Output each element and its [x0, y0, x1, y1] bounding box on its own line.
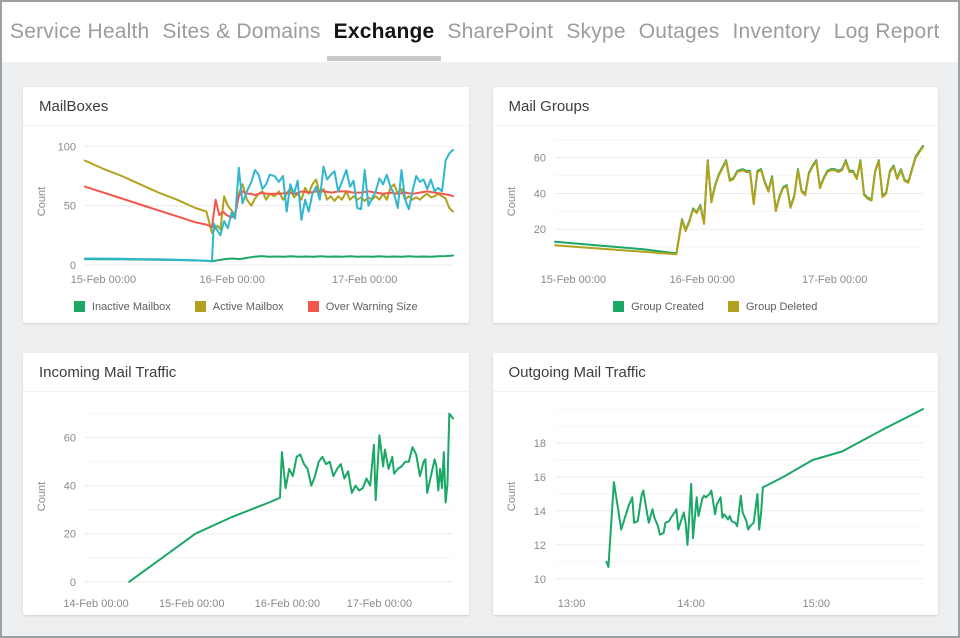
legend-item-inactive-mailbox[interactable]: Inactive Mailbox — [73, 300, 171, 313]
chart-svg: 0 50 100 15-Feb 00:00 16-Feb 00:00 17-Feb 00:… — [36, 141, 454, 286]
y-tick-label: 14 — [533, 506, 545, 518]
y-tick-label: 0 — [70, 260, 76, 272]
chart-card-outgoing-mail-traffic: Outgoing Mail Traffic 10 12 14 16 18 13:00 14:… — [492, 353, 939, 615]
tab-skype[interactable]: Skype — [566, 20, 626, 43]
chart-card-mailboxes: MailBoxes 0 50 100 15-Feb 00:00 16-Feb 00:00… — [23, 87, 469, 323]
legend-label: Group Deleted — [745, 300, 818, 313]
x-tick-label: 17-Feb 00:00 — [332, 274, 397, 286]
legend-item-group-deleted[interactable]: Group Deleted — [727, 300, 818, 313]
y-tick-label: 18 — [533, 438, 545, 450]
x-tick-label: 17-Feb 00:00 — [347, 598, 412, 610]
y-tick-label: 16 — [533, 472, 545, 484]
y-tick-label: 20 — [533, 224, 545, 236]
chart-title: Outgoing Mail Traffic — [492, 353, 938, 392]
y-axis-label: Count — [506, 187, 518, 216]
series-line-over-warning-size — [84, 185, 454, 228]
y-tick-label: 100 — [58, 141, 76, 153]
y-tick-label: 60 — [64, 433, 76, 445]
y-tick-label: 20 — [64, 529, 76, 541]
x-tick-label: 16-Feb 00:00 — [255, 598, 320, 610]
series-line-series — [84, 148, 454, 263]
legend-item-active-mailbox[interactable]: Active Mailbox — [194, 300, 284, 313]
tab-outages[interactable]: Outages — [638, 20, 720, 43]
legend-label: Over Warning Size — [325, 300, 418, 313]
legend: Group Created Group Deleted — [493, 296, 939, 323]
legend-item-over-warning-size[interactable]: Over Warning Size — [307, 300, 418, 313]
y-tick-label: 0 — [70, 577, 76, 589]
x-tick-label: 14:00 — [677, 598, 705, 610]
y-axis-label: Count — [36, 482, 48, 511]
tab-log-report[interactable]: Log Report — [833, 20, 940, 43]
legend-item-group-created[interactable]: Group Created — [613, 301, 704, 313]
chart-title: MailBoxes — [23, 87, 469, 126]
y-axis-label: Count — [36, 187, 48, 216]
dashboard-tabbar: Service Health Sites & Domains Exchange Sha… — [2, 2, 958, 62]
chart-svg: 0 20 40 60 14-Feb 00:00 15-Feb 00:00 16-Feb 00… — [36, 412, 454, 610]
y-tick-label: 10 — [533, 574, 545, 586]
legend-label: Group Created — [631, 300, 704, 313]
dashboard-grid: MailBoxes 0 50 100 15-Feb 00:00 16-Feb 00:00… — [2, 62, 958, 636]
x-tick-label: 16-Feb 00:00 — [669, 274, 734, 286]
tab-sharepoint[interactable]: SharePoint — [447, 20, 554, 43]
chart-mailboxes[interactable]: 0 50 100 15-Feb 00:00 16-Feb 00:00 17-Feb 00:… — [23, 126, 469, 296]
legend-label: Inactive Mailbox — [91, 300, 171, 313]
chart-mail-groups[interactable]: 20 40 60 15-Feb 00:00 16-Feb 00:00 17-Feb 00:… — [493, 126, 939, 296]
y-tick-label: 40 — [533, 188, 545, 200]
chart-outgoing-mail-traffic[interactable]: 10 12 14 16 18 13:00 14:00 15:00 Count — [493, 392, 939, 615]
legend-swatch — [307, 301, 319, 312]
chart-title: Mail Groups — [492, 87, 938, 126]
chart-svg: 10 12 14 16 18 13:00 14:00 15:00 Count — [506, 408, 924, 610]
x-tick-label: 15-Feb 00:00 — [540, 274, 605, 286]
x-tick-label: 17-Feb 00:00 — [801, 274, 866, 286]
tab-sites-domains[interactable]: Sites & Domains — [162, 20, 321, 43]
tab-inventory[interactable]: Inventory — [732, 20, 821, 43]
chart-card-mail-groups: Mail Groups 20 40 60 15-Feb 00:00 16-Feb 00:… — [492, 87, 939, 323]
x-tick-label: 13:00 — [557, 598, 585, 610]
x-tick-label: 15:00 — [802, 598, 830, 610]
chart-title: Incoming Mail Traffic — [23, 353, 469, 392]
legend: Inactive Mailbox Active Mailbox Over Warni… — [23, 296, 469, 323]
y-tick-label: 60 — [533, 153, 545, 165]
x-tick-label: 15-Feb 00:00 — [71, 274, 136, 286]
chart-svg: 20 40 60 15-Feb 00:00 16-Feb 00:00 17-Feb 00:… — [506, 139, 924, 286]
x-tick-label: 14-Feb 00:00 — [63, 598, 128, 610]
y-tick-label: 40 — [64, 481, 76, 493]
series-line-group-deleted — [553, 145, 924, 256]
tab-exchange[interactable]: Exchange — [326, 2, 442, 62]
legend-swatch — [613, 301, 625, 312]
x-tick-label: 16-Feb 00:00 — [199, 274, 264, 286]
series-line-incoming-mail — [128, 412, 454, 583]
legend-label: Active Mailbox — [212, 300, 284, 313]
y-tick-label: 50 — [64, 201, 76, 213]
series-line-active-mailbox — [84, 159, 454, 234]
legend-swatch — [727, 301, 739, 312]
x-tick-label: 15-Feb 00:00 — [159, 598, 224, 610]
series-line-outgoing-mail — [605, 408, 924, 568]
y-tick-label: 12 — [533, 540, 545, 552]
y-axis-label: Count — [506, 482, 518, 511]
chart-incoming-mail-traffic[interactable]: 0 20 40 60 14-Feb 00:00 15-Feb 00:00 16-Feb 00… — [23, 392, 469, 615]
legend-swatch — [194, 301, 206, 312]
legend-swatch — [73, 301, 85, 312]
tab-service-health[interactable]: Service Health — [10, 20, 150, 43]
chart-card-incoming-mail-traffic: Incoming Mail Traffic 0 20 40 60 14-Feb 00:0… — [23, 353, 469, 615]
